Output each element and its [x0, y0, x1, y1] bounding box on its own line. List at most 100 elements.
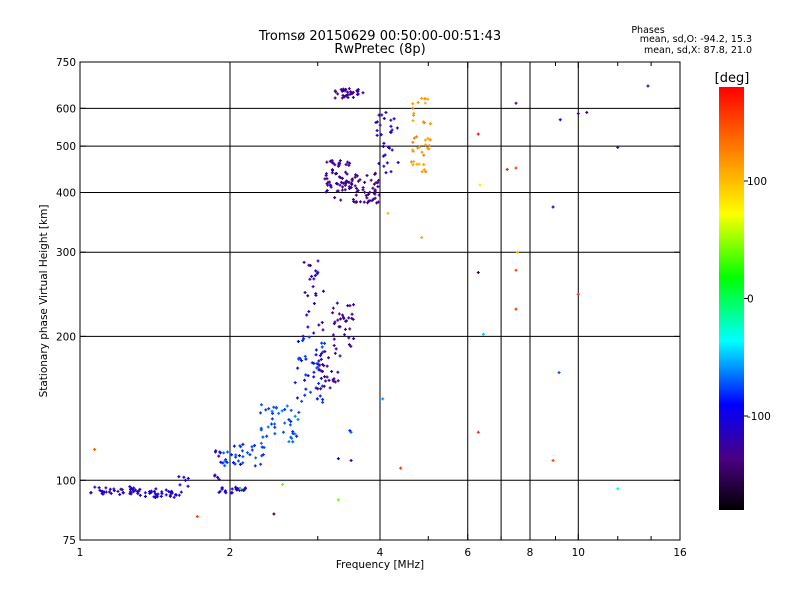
data-point	[335, 182, 339, 186]
data-point	[323, 349, 327, 353]
data-point	[348, 327, 352, 331]
data-point	[350, 312, 354, 316]
data-point	[349, 344, 353, 348]
data-point	[312, 375, 316, 379]
data-point	[363, 190, 367, 194]
data-point	[347, 163, 351, 167]
data-point	[347, 87, 351, 91]
data-point	[240, 449, 244, 453]
chart-subtitle: RwPretec (8p)	[334, 42, 425, 57]
data-point	[261, 435, 265, 439]
data-point	[336, 318, 340, 322]
data-point	[331, 378, 335, 382]
data-point	[375, 133, 379, 137]
data-point	[333, 89, 337, 93]
data-point	[241, 442, 245, 446]
data-point	[241, 461, 245, 465]
data-point	[333, 96, 337, 100]
data-point	[319, 352, 323, 356]
data-point	[392, 117, 396, 121]
data-point	[362, 200, 366, 204]
data-point	[382, 164, 386, 168]
data-point	[238, 462, 242, 466]
data-point	[371, 186, 375, 190]
data-point	[338, 354, 342, 358]
data-point	[312, 277, 316, 281]
data-point	[221, 461, 225, 465]
data-point	[364, 193, 368, 197]
data-point	[155, 495, 159, 499]
colorbar	[719, 87, 744, 510]
data-point	[353, 175, 357, 179]
data-point	[344, 94, 348, 98]
data-point	[423, 138, 427, 142]
data-point	[265, 434, 269, 438]
data-point	[386, 211, 390, 215]
data-point	[481, 332, 485, 336]
data-point	[310, 274, 314, 278]
data-point	[272, 512, 276, 516]
data-point	[551, 205, 555, 209]
data-point	[259, 403, 263, 407]
data-point	[287, 440, 291, 444]
data-point	[411, 163, 415, 167]
data-point	[159, 494, 163, 498]
data-point	[363, 180, 367, 184]
data-point	[273, 425, 277, 429]
data-point	[303, 354, 307, 358]
data-point	[369, 178, 373, 182]
phase-stats-heading: Phases	[631, 25, 664, 36]
data-point	[183, 478, 187, 482]
data-point	[376, 185, 380, 189]
data-point	[424, 170, 428, 174]
data-point	[351, 317, 355, 321]
data-point	[307, 335, 311, 339]
data-point	[296, 417, 300, 421]
data-point	[315, 272, 319, 276]
data-point	[230, 453, 234, 457]
data-point	[312, 301, 316, 305]
data-point	[358, 178, 362, 182]
data-point	[216, 475, 220, 479]
data-point	[270, 417, 274, 421]
data-point	[373, 196, 377, 200]
data-point	[153, 492, 157, 496]
data-point	[399, 466, 403, 470]
data-point	[347, 180, 351, 184]
data-point	[333, 380, 337, 384]
data-point	[348, 187, 352, 191]
data-point	[322, 384, 326, 388]
data-point	[382, 116, 386, 120]
data-point	[291, 432, 295, 436]
data-point	[428, 122, 432, 126]
data-point	[116, 489, 120, 493]
data-point	[303, 378, 307, 382]
data-point	[325, 160, 329, 164]
y-tick-label: 600	[56, 103, 76, 115]
data-point	[351, 95, 355, 99]
data-point	[616, 145, 620, 149]
data-point	[327, 180, 331, 184]
data-point	[217, 477, 221, 481]
data-point	[319, 369, 323, 373]
x-tick-label: 6	[464, 547, 471, 559]
data-point	[417, 145, 421, 149]
data-points	[89, 84, 650, 518]
data-point	[301, 339, 305, 343]
data-point	[366, 201, 370, 205]
data-point	[300, 399, 304, 403]
phase-stats-x: mean, sd,X: 87.8, 21.0	[644, 45, 752, 56]
data-point	[382, 141, 386, 145]
data-point	[422, 162, 426, 166]
data-point	[344, 170, 348, 174]
data-point	[250, 448, 254, 452]
data-point	[332, 322, 336, 326]
data-point	[138, 487, 142, 491]
data-point	[328, 386, 332, 390]
data-point	[332, 343, 336, 347]
data-point	[353, 200, 357, 204]
data-point	[131, 488, 135, 492]
data-point	[108, 487, 112, 491]
data-point	[325, 375, 329, 379]
